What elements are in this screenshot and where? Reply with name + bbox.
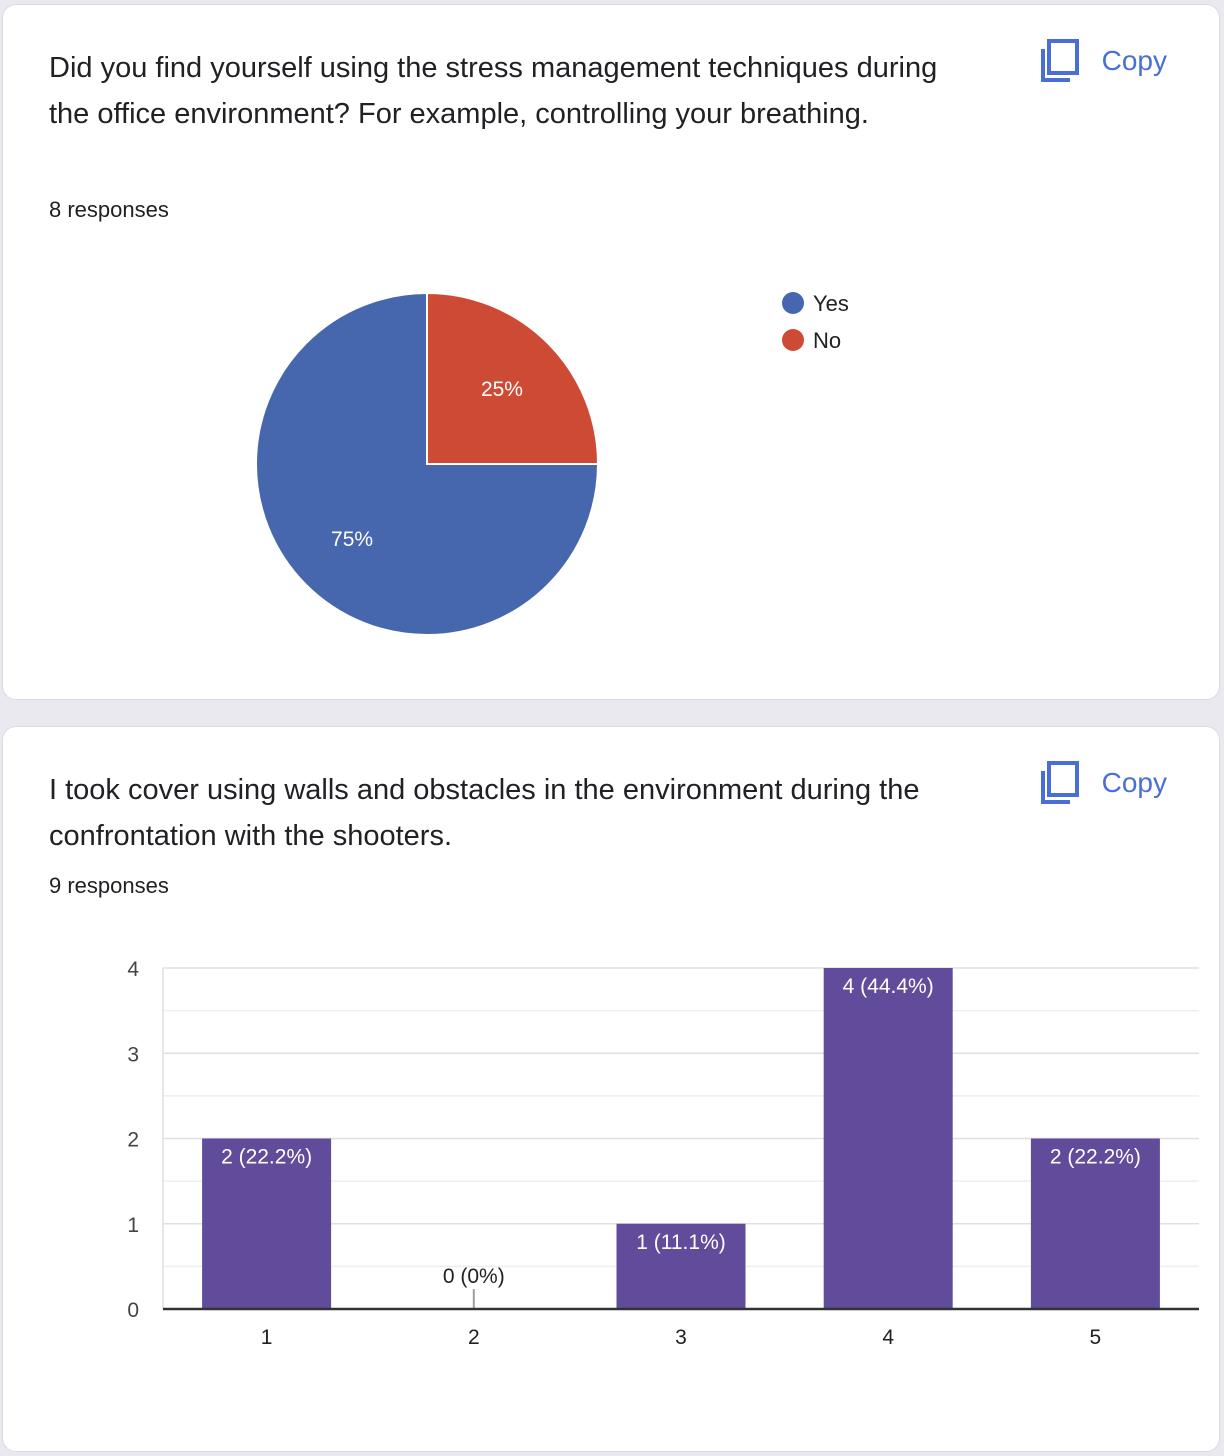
response-count: 9 responses <box>49 873 169 898</box>
bar-chart: 0 1 2 3 4 2 (22.2%) 1 0 (0%) 2 1 (11.1%) 3 4 (44.4%… <box>127 958 1199 1349</box>
legend-label-yes: Yes <box>813 291 849 316</box>
response-count: 8 responses <box>49 197 169 222</box>
x-tick-label: 3 <box>675 1326 687 1349</box>
copy-icon <box>1040 39 1079 82</box>
bar-value-label: 0 (0%) <box>443 1265 505 1288</box>
y-tick-label: 0 <box>127 1299 139 1322</box>
y-tick-label: 3 <box>127 1043 139 1066</box>
bar-1 <box>202 1138 332 1309</box>
y-tick-label: 4 <box>127 958 139 981</box>
question-title: I took cover using walls and obstacles i… <box>49 774 920 852</box>
pie-chart: 25% 75% Yes No <box>255 291 849 636</box>
pie-slice-label: 75% <box>331 528 373 551</box>
x-tick-label: 1 <box>261 1326 273 1349</box>
question-card-1: Did you find yourself using the stress m… <box>2 4 1220 700</box>
bar-value-label: 2 (22.2%) <box>1050 1146 1141 1169</box>
legend-marker-no <box>782 329 804 351</box>
pie-slice-label: 25% <box>481 378 523 401</box>
copy-button[interactable]: Copy <box>1040 761 1167 805</box>
x-tick-label: 5 <box>1090 1326 1102 1349</box>
legend-label-no: No <box>813 328 841 353</box>
bar-4 <box>823 968 953 1309</box>
bar-value-label: 1 (11.1%) <box>636 1231 726 1254</box>
y-tick-label: 2 <box>127 1129 139 1152</box>
question-title: Did you find yourself using the stress m… <box>49 52 938 130</box>
bar-value-label: 4 (44.4%) <box>843 975 934 998</box>
bar-5 <box>1030 1138 1160 1309</box>
x-tick-label: 2 <box>468 1326 480 1349</box>
bar-value-label: 2 (22.2%) <box>221 1146 312 1169</box>
legend-marker-yes <box>782 292 804 314</box>
copy-label: Copy <box>1101 767 1167 798</box>
copy-button[interactable]: Copy <box>1040 39 1167 83</box>
bar-3 <box>616 1223 746 1309</box>
pie-slice-no <box>426 291 600 465</box>
x-tick-label: 4 <box>882 1326 894 1349</box>
y-tick-label: 1 <box>127 1214 139 1237</box>
copy-label: Copy <box>1101 45 1167 76</box>
pie-slice-yes <box>255 291 600 636</box>
question-card-2: I took cover using walls and obstacles i… <box>2 726 1220 1452</box>
copy-icon <box>1040 761 1079 804</box>
